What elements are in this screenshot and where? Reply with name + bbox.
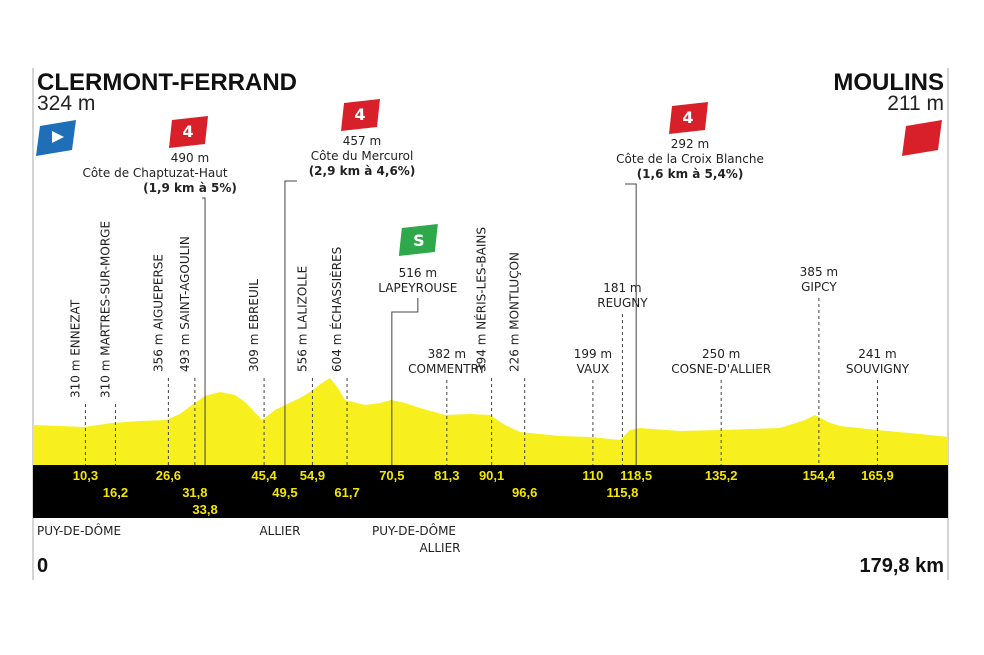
place-altitude: 181 m [603,281,641,295]
department: PUY-DE-DÔME [37,523,121,538]
distance-end: 179,8 km [859,555,944,577]
climb-name: Côte de la Croix Blanche [616,152,764,166]
place-label: 309 m EBREUIL [247,279,261,372]
climb-name: Côte du Mercurol [311,149,414,163]
start-altitude: 324 m [37,92,95,115]
place-name: COSNE-D'ALLIER [671,362,771,376]
sprint-label: S [413,231,425,250]
km-label: 49,5 [272,485,297,500]
department: ALLIER [259,524,300,538]
climb-detail: (1,9 km à 5%) [143,181,237,195]
climb-category: 4 [182,122,193,141]
climb-altitude: 490 m [171,151,209,165]
km-label: 154,4 [803,468,836,483]
place-name: SOUVIGNY [846,362,910,376]
km-label: 115,8 [607,485,639,500]
km-label: 118,5 [620,468,652,483]
sprint-name: LAPEYROUSE [378,281,457,295]
place-label: 604 m ÉCHASSIÈRES [329,247,344,372]
km-label: 96,6 [512,485,537,500]
place-altitude: 382 m [428,347,466,361]
finish-altitude: 211 m [887,92,944,115]
climb-badge [169,116,208,148]
climb-name: Côte de Chaptuzat-Haut [82,166,227,180]
climb-leader [284,180,297,465]
climb-leader [202,197,206,465]
place-name: COMMENTRY [408,362,486,376]
km-label: 165,9 [861,468,894,483]
climb-detail: (1,6 km à 5,4%) [637,167,744,181]
climb-altitude: 457 m [343,134,381,148]
place-label: 493 m SAINT-AGOULIN [178,236,192,372]
climb-category: 4 [682,108,693,127]
km-label: 26,6 [156,468,181,483]
place-name: GIPCY [801,280,837,294]
km-label: 61,7 [334,485,359,500]
km-label: 16,2 [103,485,128,500]
climb-badge [341,99,380,131]
km-label: 45,4 [251,468,277,483]
climb-detail: (2,9 km à 4,6%) [309,164,416,178]
profile [33,378,948,465]
department: ALLIER [419,541,460,555]
km-label: 81,3 [434,468,459,483]
climb-category: 4 [354,105,365,124]
climb-altitude: 292 m [671,137,709,151]
sprint-badge [398,224,438,256]
place-altitude: 385 m [800,265,838,279]
distance-start: 0 [37,555,48,577]
km-label: 33,8 [192,502,217,517]
climb-leader [625,183,637,465]
km-label: 135,2 [705,468,738,483]
place-label: 394 m NÉRIS-LES-BAINS [474,227,489,372]
start-name: CLERMONT-FERRAND [37,69,297,96]
km-label: 54,9 [300,468,325,483]
place-label: 310 m ENNEZAT [68,299,82,398]
department: PUY-DE-DÔME [372,523,456,538]
place-label: 356 m AIGUEPERSE [151,254,165,372]
km-label: 31,8 [182,485,207,500]
place-name: REUGNY [597,296,648,310]
sprint-altitude: 516 m [399,266,437,280]
sprint-leader [391,298,419,465]
place-label: 556 m LALIZOLLE [295,266,309,372]
km-label: 110 [582,468,603,483]
finish-name: MOULINS [833,69,944,96]
km-band [33,465,948,518]
place-label: 310 m MARTRES-SUR-MORGE [98,221,112,398]
place-name: VAUX [577,362,610,376]
place-label: 226 m MONTLUÇON [508,252,522,372]
start-arrow [52,131,64,143]
finish-flag [902,120,942,156]
km-label: 70,5 [379,468,404,483]
km-label: 10,3 [73,468,98,483]
place-altitude: 199 m [574,347,612,361]
climb-badge [669,102,708,134]
place-altitude: 241 m [858,347,896,361]
km-label: 90,1 [479,468,504,483]
place-altitude: 250 m [702,347,740,361]
